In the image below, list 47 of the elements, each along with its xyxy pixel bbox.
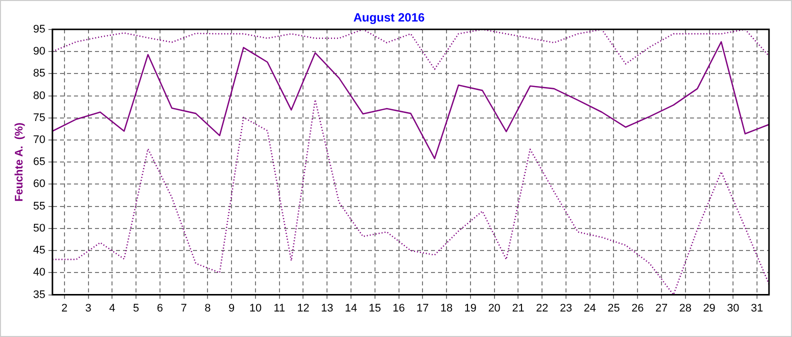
x-tick-label: 19 [464,302,477,314]
x-tick-label: 23 [560,302,572,314]
line-series [52,29,769,70]
chart-title: August 2016 [353,10,425,25]
y-tick-label: 90 [33,46,46,58]
x-tick-label: 13 [320,302,334,314]
x-tick-label: 11 [274,302,286,314]
y-tick-label: 80 [33,90,46,102]
x-tick-label: 30 [727,302,740,314]
x-tick-label: 25 [608,302,620,314]
x-tick-label: 5 [132,302,140,314]
x-tick-label: 15 [368,302,382,314]
y-tick-label: 50 [33,222,46,234]
y-tick-label: 65 [33,156,46,168]
x-tick-label: 22 [536,302,548,314]
y-tick-label: 35 [33,288,46,301]
x-tick-label: 24 [584,302,596,314]
x-tick-label: 16 [392,302,405,314]
x-tick-label: 14 [344,302,358,314]
x-tick-label: 29 [703,302,716,314]
x-tick-label: 8 [204,302,211,314]
x-tick-label: 4 [109,302,116,314]
y-tick-label: 95 [33,23,46,36]
x-tick-label: 17 [416,302,429,314]
x-tick-label: 18 [440,302,453,314]
y-tick-label: 55 [33,200,46,212]
y-tick-label: 85 [33,68,46,80]
x-tick-label: 20 [488,302,500,314]
x-tick-label: 12 [297,302,310,314]
x-tick-label: 21 [512,302,524,314]
x-tick-label: 2 [61,302,68,314]
y-tick-label: 75 [33,112,46,124]
y-axis-title: Feuchte A. (%) [14,122,26,202]
line-series [52,99,769,295]
x-tick-label: 31 [750,302,764,314]
x-tick-label: 3 [85,302,92,314]
y-tick-label: 60 [33,178,46,190]
x-tick-label: 26 [632,302,644,314]
x-tick-label: 10 [249,302,262,314]
y-tick-label: 40 [33,266,46,279]
x-tick-label: 27 [655,302,668,314]
y-tick-label: 70 [33,134,46,146]
x-tick-label: 6 [156,302,163,314]
x-tick-label: 28 [679,302,692,314]
y-tick-label: 45 [33,244,46,257]
x-tick-label: 7 [180,302,187,314]
x-tick-label: 9 [228,302,235,314]
